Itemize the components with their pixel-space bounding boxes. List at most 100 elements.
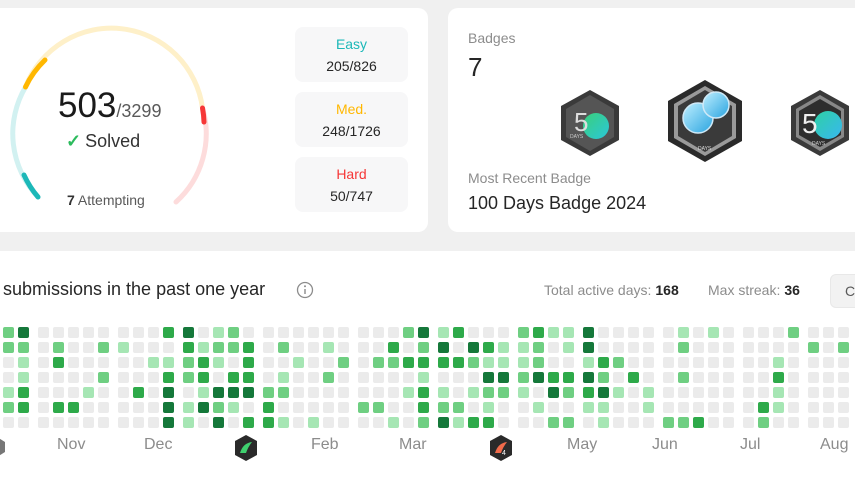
heatmap-day-cell[interactable] xyxy=(133,402,144,413)
heatmap-day-cell[interactable] xyxy=(693,342,704,353)
heatmap-day-cell[interactable] xyxy=(613,387,624,398)
heatmap-day-cell[interactable] xyxy=(163,327,174,338)
heatmap-day-cell[interactable] xyxy=(323,387,334,398)
heatmap-day-cell[interactable] xyxy=(183,402,194,413)
heatmap-day-cell[interactable] xyxy=(678,327,689,338)
heatmap-day-cell[interactable] xyxy=(613,327,624,338)
heatmap-day-cell[interactable] xyxy=(838,357,849,368)
heatmap-day-cell[interactable] xyxy=(183,342,194,353)
heatmap-day-cell[interactable] xyxy=(708,327,719,338)
heatmap-day-cell[interactable] xyxy=(83,372,94,383)
heatmap-day-cell[interactable] xyxy=(83,327,94,338)
heatmap-day-cell[interactable] xyxy=(823,387,834,398)
heatmap-day-cell[interactable] xyxy=(228,342,239,353)
heatmap-day-cell[interactable] xyxy=(83,417,94,428)
heatmap-day-cell[interactable] xyxy=(533,387,544,398)
heatmap-day-cell[interactable] xyxy=(183,357,194,368)
heatmap-day-cell[interactable] xyxy=(468,402,479,413)
heatmap-day-cell[interactable] xyxy=(53,372,64,383)
heatmap-day-cell[interactable] xyxy=(213,402,224,413)
heatmap-day-cell[interactable] xyxy=(278,417,289,428)
heatmap-day-cell[interactable] xyxy=(678,387,689,398)
heatmap-day-cell[interactable] xyxy=(468,387,479,398)
heatmap-day-cell[interactable] xyxy=(708,342,719,353)
heatmap-day-cell[interactable] xyxy=(598,357,609,368)
heatmap-day-cell[interactable] xyxy=(418,357,429,368)
heatmap-day-cell[interactable] xyxy=(708,372,719,383)
heatmap-day-cell[interactable] xyxy=(18,372,29,383)
heatmap-day-cell[interactable] xyxy=(453,387,464,398)
heatmap-day-cell[interactable] xyxy=(723,327,734,338)
heatmap-day-cell[interactable] xyxy=(643,372,654,383)
heatmap-day-cell[interactable] xyxy=(693,372,704,383)
heatmap-day-cell[interactable] xyxy=(583,342,594,353)
heatmap-day-cell[interactable] xyxy=(583,372,594,383)
heatmap-day-cell[interactable] xyxy=(148,372,159,383)
heatmap-day-cell[interactable] xyxy=(548,372,559,383)
heatmap-day-cell[interactable] xyxy=(338,327,349,338)
heatmap-day-cell[interactable] xyxy=(163,372,174,383)
heatmap-day-cell[interactable] xyxy=(68,417,79,428)
heatmap-day-cell[interactable] xyxy=(263,357,274,368)
heatmap-day-cell[interactable] xyxy=(758,327,769,338)
heatmap-day-cell[interactable] xyxy=(98,327,109,338)
info-icon[interactable] xyxy=(296,281,314,299)
heatmap-day-cell[interactable] xyxy=(483,372,494,383)
heatmap-day-cell[interactable] xyxy=(598,342,609,353)
heatmap-day-cell[interactable] xyxy=(808,327,819,338)
heatmap-day-cell[interactable] xyxy=(743,387,754,398)
heatmap-day-cell[interactable] xyxy=(118,402,129,413)
heatmap-day-cell[interactable] xyxy=(663,387,674,398)
heatmap-day-cell[interactable] xyxy=(118,372,129,383)
heatmap-day-cell[interactable] xyxy=(743,402,754,413)
heatmap-day-cell[interactable] xyxy=(388,417,399,428)
heatmap-day-cell[interactable] xyxy=(293,327,304,338)
heatmap-day-cell[interactable] xyxy=(213,357,224,368)
heatmap-day-cell[interactable] xyxy=(338,342,349,353)
heatmap-day-cell[interactable] xyxy=(403,357,414,368)
heatmap-day-cell[interactable] xyxy=(498,357,509,368)
heatmap-day-cell[interactable] xyxy=(583,357,594,368)
heatmap-day-cell[interactable] xyxy=(388,387,399,398)
heatmap-day-cell[interactable] xyxy=(278,357,289,368)
heatmap-day-cell[interactable] xyxy=(663,402,674,413)
heatmap-day-cell[interactable] xyxy=(68,357,79,368)
heatmap-day-cell[interactable] xyxy=(598,417,609,428)
heatmap-day-cell[interactable] xyxy=(708,387,719,398)
heatmap-day-cell[interactable] xyxy=(3,402,14,413)
heatmap-day-cell[interactable] xyxy=(788,327,799,338)
heatmap-day-cell[interactable] xyxy=(373,342,384,353)
heatmap-day-cell[interactable] xyxy=(678,372,689,383)
heatmap-day-cell[interactable] xyxy=(823,327,834,338)
heatmap-day-cell[interactable] xyxy=(773,417,784,428)
heatmap-day-cell[interactable] xyxy=(293,402,304,413)
heatmap-day-cell[interactable] xyxy=(743,372,754,383)
heatmap-day-cell[interactable] xyxy=(198,357,209,368)
heatmap-day-cell[interactable] xyxy=(678,402,689,413)
heatmap-day-cell[interactable] xyxy=(228,417,239,428)
heatmap-day-cell[interactable] xyxy=(373,357,384,368)
heatmap-day-cell[interactable] xyxy=(708,417,719,428)
heatmap-day-cell[interactable] xyxy=(518,372,529,383)
heatmap-day-cell[interactable] xyxy=(293,342,304,353)
heatmap-day-cell[interactable] xyxy=(438,402,449,413)
heatmap-day-cell[interactable] xyxy=(358,402,369,413)
heatmap-day-cell[interactable] xyxy=(263,327,274,338)
heatmap-day-cell[interactable] xyxy=(628,342,639,353)
heatmap-day-cell[interactable] xyxy=(3,327,14,338)
heatmap-day-cell[interactable] xyxy=(68,342,79,353)
heatmap-day-cell[interactable] xyxy=(198,342,209,353)
heatmap-day-cell[interactable] xyxy=(418,387,429,398)
heatmap-day-cell[interactable] xyxy=(438,357,449,368)
heatmap-day-cell[interactable] xyxy=(563,327,574,338)
heatmap-day-cell[interactable] xyxy=(453,402,464,413)
heatmap-day-cell[interactable] xyxy=(758,402,769,413)
heatmap-day-cell[interactable] xyxy=(823,342,834,353)
heatmap-day-cell[interactable] xyxy=(663,342,674,353)
heatmap-day-cell[interactable] xyxy=(483,387,494,398)
heatmap-day-cell[interactable] xyxy=(628,357,639,368)
heatmap-day-cell[interactable] xyxy=(403,342,414,353)
100-days-badge-icon[interactable]: DAYS xyxy=(664,78,746,164)
heatmap-day-cell[interactable] xyxy=(808,402,819,413)
heatmap-day-cell[interactable] xyxy=(293,372,304,383)
